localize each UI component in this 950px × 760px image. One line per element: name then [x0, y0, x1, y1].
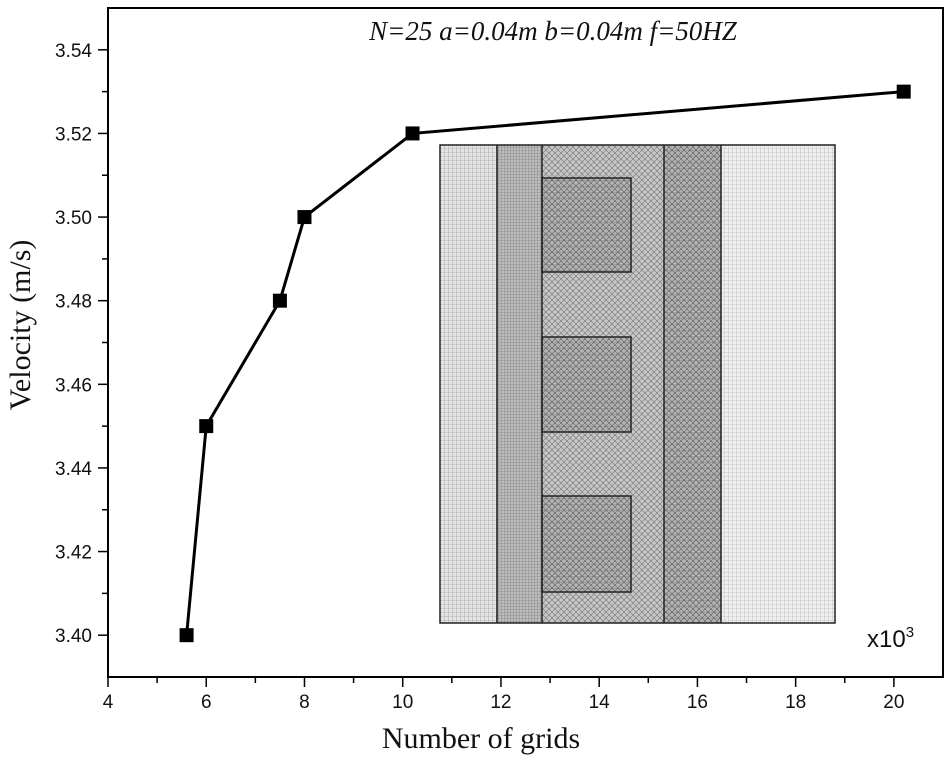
x-tick-label: 16 [687, 692, 708, 713]
y-tick-label: 3.44 [55, 459, 92, 480]
x-tick-label: 8 [299, 692, 310, 713]
y-tick-label: 3.52 [55, 124, 92, 145]
x-tick-label: 12 [490, 692, 511, 713]
mesh-grid-inset [439, 144, 836, 624]
data-point-marker [272, 293, 287, 308]
y-tick-label: 3.50 [55, 208, 92, 229]
y-tick-label: 3.42 [55, 543, 92, 564]
x-tick-label: 10 [392, 692, 413, 713]
data-point-marker [179, 628, 194, 643]
x-tick-label: 18 [785, 692, 806, 713]
x-tick-label: 20 [883, 692, 904, 713]
data-point-marker [297, 210, 312, 225]
data-point-marker [199, 419, 214, 434]
data-point-marker [896, 84, 911, 99]
x-tick-label: 14 [589, 692, 611, 713]
data-series [179, 84, 911, 643]
x-tick-label: 4 [103, 692, 114, 713]
x-tick-label: 6 [201, 692, 212, 713]
x-axis-title: Number of grids [382, 722, 580, 755]
data-point-marker [405, 126, 420, 141]
series-line [185, 90, 904, 636]
y-axis-title: Velocity (m/s) [4, 240, 37, 411]
x-multiplier: x103 [867, 624, 914, 653]
x-multiplier-base: x10 [867, 626, 906, 653]
axes: 4 6 8 10 12 14 16 18 20 3.40 3.42 3.44 3.46 3.48 3.50 3… [55, 7, 944, 713]
y-tick-label: 3.46 [55, 375, 92, 396]
y-tick-label: 3.48 [55, 292, 92, 313]
parameter-annotation: N=25 a=0.04m b=0.04m f=50HZ [368, 16, 738, 46]
y-tick-label: 3.40 [55, 626, 92, 647]
y-tick-label: 3.54 [55, 41, 92, 62]
x-multiplier-exponent: 3 [906, 624, 914, 641]
